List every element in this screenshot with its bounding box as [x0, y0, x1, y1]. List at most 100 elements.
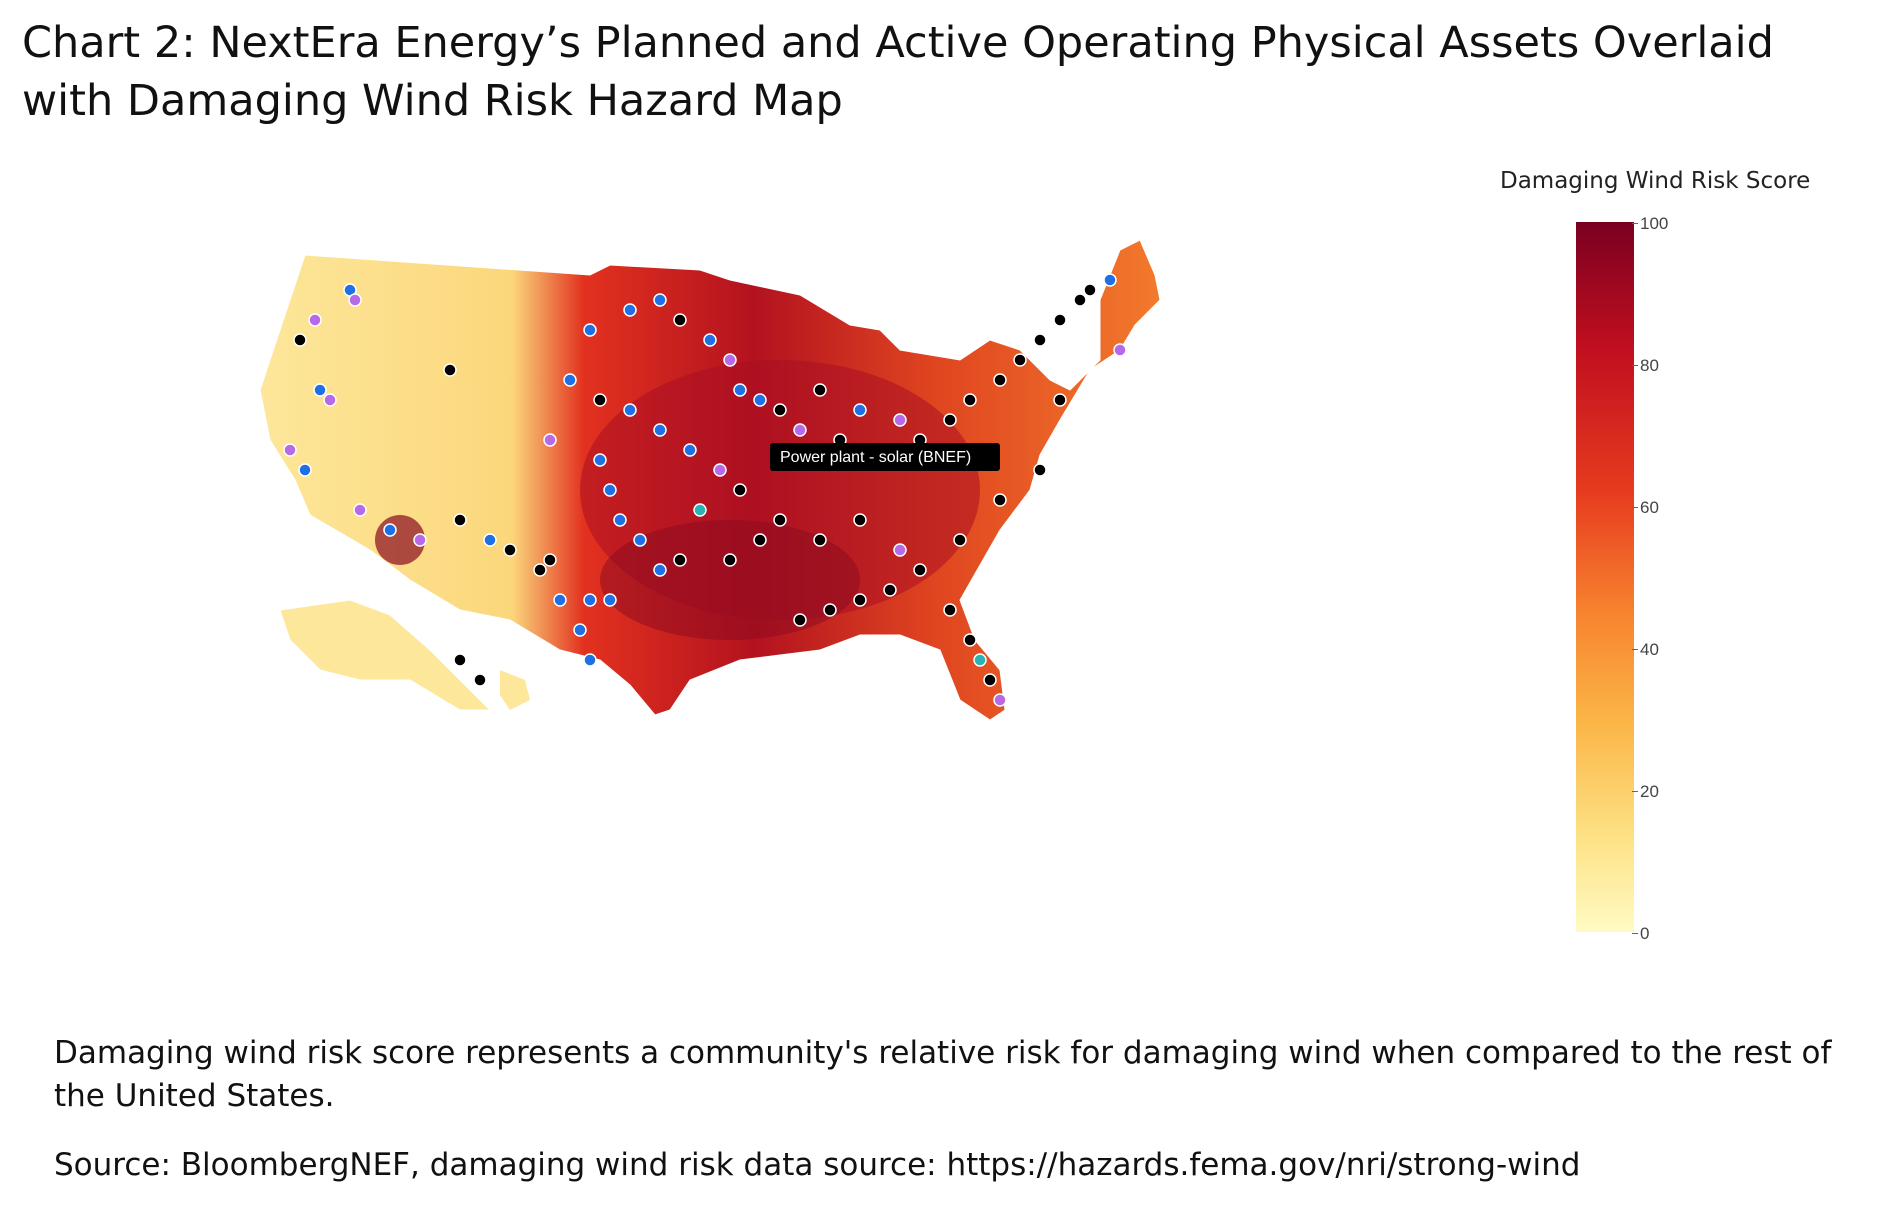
asset-point-blue[interactable]: [583, 593, 597, 607]
asset-point-blue[interactable]: [653, 293, 667, 307]
asset-point-black[interactable]: [963, 633, 977, 647]
alaska-shape: [279, 599, 492, 711]
hawaii-shape: [500, 670, 530, 710]
asset-point-black[interactable]: [793, 613, 807, 627]
asset-point-blue[interactable]: [593, 453, 607, 467]
asset-point-black[interactable]: [943, 413, 957, 427]
legend-tick-80: 80: [1632, 356, 1659, 375]
asset-point-purple[interactable]: [713, 463, 727, 477]
asset-point-black[interactable]: [1083, 283, 1097, 297]
asset-point-blue[interactable]: [573, 623, 587, 637]
asset-point-purple[interactable]: [308, 313, 322, 327]
asset-point-teal[interactable]: [973, 653, 987, 667]
asset-point-purple[interactable]: [893, 543, 907, 557]
asset-point-blue[interactable]: [633, 533, 647, 547]
asset-point-black[interactable]: [983, 673, 997, 687]
legend-tick-60: 60: [1632, 498, 1659, 517]
asset-point-black[interactable]: [1053, 313, 1067, 327]
chart-title: Chart 2: NextEra Energy’s Planned and Ac…: [22, 18, 1774, 126]
asset-point-black[interactable]: [593, 393, 607, 407]
asset-point-purple[interactable]: [723, 353, 737, 367]
asset-point-black[interactable]: [443, 363, 457, 377]
asset-point-black[interactable]: [813, 533, 827, 547]
asset-points: [283, 273, 1127, 707]
asset-point-blue[interactable]: [613, 513, 627, 527]
asset-point-blue[interactable]: [653, 563, 667, 577]
asset-point-black[interactable]: [1033, 333, 1047, 347]
asset-point-black[interactable]: [953, 533, 967, 547]
asset-point-blue[interactable]: [313, 383, 327, 397]
asset-point-black[interactable]: [913, 563, 927, 577]
asset-point-blue[interactable]: [653, 423, 667, 437]
asset-point-black[interactable]: [723, 553, 737, 567]
asset-point-black[interactable]: [473, 673, 487, 687]
asset-point-blue[interactable]: [383, 523, 397, 537]
asset-point-black[interactable]: [1073, 293, 1087, 307]
asset-point-blue[interactable]: [853, 403, 867, 417]
asset-point-purple[interactable]: [893, 413, 907, 427]
asset-point-purple[interactable]: [543, 433, 557, 447]
asset-point-purple[interactable]: [348, 293, 362, 307]
asset-point-blue[interactable]: [298, 463, 312, 477]
asset-point-black[interactable]: [813, 383, 827, 397]
asset-point-black[interactable]: [1013, 353, 1027, 367]
asset-point-purple[interactable]: [283, 443, 297, 457]
asset-point-black[interactable]: [773, 403, 787, 417]
asset-point-blue[interactable]: [753, 393, 767, 407]
asset-point-blue[interactable]: [1103, 273, 1117, 287]
asset-point-black[interactable]: [943, 603, 957, 617]
asset-point-black[interactable]: [503, 543, 517, 557]
asset-point-purple[interactable]: [793, 423, 807, 437]
chart-source: Source: BloombergNEF, damaging wind risk…: [54, 1147, 1581, 1183]
asset-point-black[interactable]: [853, 593, 867, 607]
legend-title: Damaging Wind Risk Score: [1500, 168, 1811, 194]
asset-point-blue[interactable]: [483, 533, 497, 547]
asset-point-blue[interactable]: [623, 303, 637, 317]
asset-point-blue[interactable]: [583, 653, 597, 667]
asset-point-black[interactable]: [823, 603, 837, 617]
asset-point-blue[interactable]: [623, 403, 637, 417]
legend-tick-20: 20: [1632, 782, 1659, 801]
chart-note: Damaging wind risk score represents a co…: [54, 1035, 1832, 1114]
asset-point-black[interactable]: [963, 393, 977, 407]
asset-point-black[interactable]: [533, 563, 547, 577]
asset-point-purple[interactable]: [353, 503, 367, 517]
legend-tick-100: 100: [1631, 214, 1669, 233]
asset-point-black[interactable]: [883, 583, 897, 597]
asset-point-black[interactable]: [1033, 463, 1047, 477]
asset-point-teal[interactable]: [693, 503, 707, 517]
asset-point-black[interactable]: [453, 513, 467, 527]
risk-colorbar: [1576, 222, 1634, 932]
legend-tick-0: 0: [1631, 924, 1650, 943]
asset-point-purple[interactable]: [413, 533, 427, 547]
asset-point-black[interactable]: [753, 533, 767, 547]
asset-point-blue[interactable]: [603, 593, 617, 607]
asset-point-black[interactable]: [453, 653, 467, 667]
asset-point-blue[interactable]: [553, 593, 567, 607]
tooltip-text: Power plant - solar (BNEF): [780, 449, 971, 466]
asset-point-blue[interactable]: [563, 373, 577, 387]
legend-tick-40: 40: [1632, 640, 1659, 659]
asset-point-black[interactable]: [1053, 393, 1067, 407]
asset-point-purple[interactable]: [323, 393, 337, 407]
asset-point-black[interactable]: [293, 333, 307, 347]
asset-point-purple[interactable]: [1113, 343, 1127, 357]
asset-point-blue[interactable]: [683, 443, 697, 457]
asset-point-blue[interactable]: [703, 333, 717, 347]
asset-point-black[interactable]: [733, 483, 747, 497]
asset-point-blue[interactable]: [583, 323, 597, 337]
asset-point-black[interactable]: [773, 513, 787, 527]
us-map[interactable]: Power plant - solar (BNEF): [260, 240, 1420, 920]
asset-point-blue[interactable]: [603, 483, 617, 497]
asset-point-black[interactable]: [993, 373, 1007, 387]
tooltip: Power plant - solar (BNEF): [770, 443, 1000, 471]
asset-point-black[interactable]: [673, 313, 687, 327]
asset-point-black[interactable]: [993, 493, 1007, 507]
high-risk-zone-south: [600, 520, 860, 640]
asset-point-purple[interactable]: [993, 693, 1007, 707]
asset-point-black[interactable]: [673, 553, 687, 567]
map-canvas[interactable]: Power plant - solar (BNEF): [260, 240, 1420, 920]
asset-point-black[interactable]: [543, 553, 557, 567]
asset-point-blue[interactable]: [733, 383, 747, 397]
asset-point-black[interactable]: [853, 513, 867, 527]
